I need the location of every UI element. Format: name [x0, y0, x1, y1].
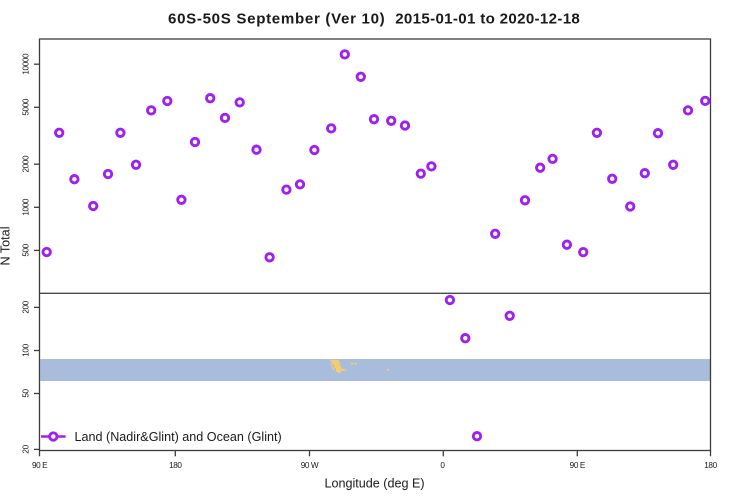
- svg-text:2015-01-01 to 2020-12-18: 2015-01-01 to 2020-12-18: [395, 10, 580, 27]
- svg-text:1000: 1000: [22, 198, 31, 215]
- svg-text:180: 180: [704, 461, 717, 470]
- svg-text:5000: 5000: [22, 98, 31, 115]
- svg-text:90 E: 90 E: [32, 461, 48, 470]
- svg-text:90 E: 90 E: [570, 461, 586, 470]
- svg-text:180: 180: [169, 461, 182, 470]
- svg-text:60S-50S September (Ver 10): 60S-50S September (Ver 10): [168, 10, 385, 27]
- svg-text:10000: 10000: [22, 53, 31, 75]
- svg-text:50: 50: [22, 389, 31, 398]
- svg-text:0: 0: [440, 461, 445, 470]
- svg-text:500: 500: [22, 243, 31, 256]
- svg-text:20: 20: [22, 444, 31, 453]
- svg-text:90 W: 90 W: [301, 461, 319, 470]
- svg-text:Longitude (deg E): Longitude (deg E): [324, 477, 424, 491]
- svg-text:100: 100: [22, 343, 31, 356]
- svg-text:200: 200: [22, 300, 31, 313]
- svg-text:2000: 2000: [22, 155, 31, 172]
- svg-text:N Total: N Total: [0, 227, 13, 266]
- svg-text:Land (Nadir&Glint) and Ocean (: Land (Nadir&Glint) and Ocean (Glint): [75, 430, 282, 444]
